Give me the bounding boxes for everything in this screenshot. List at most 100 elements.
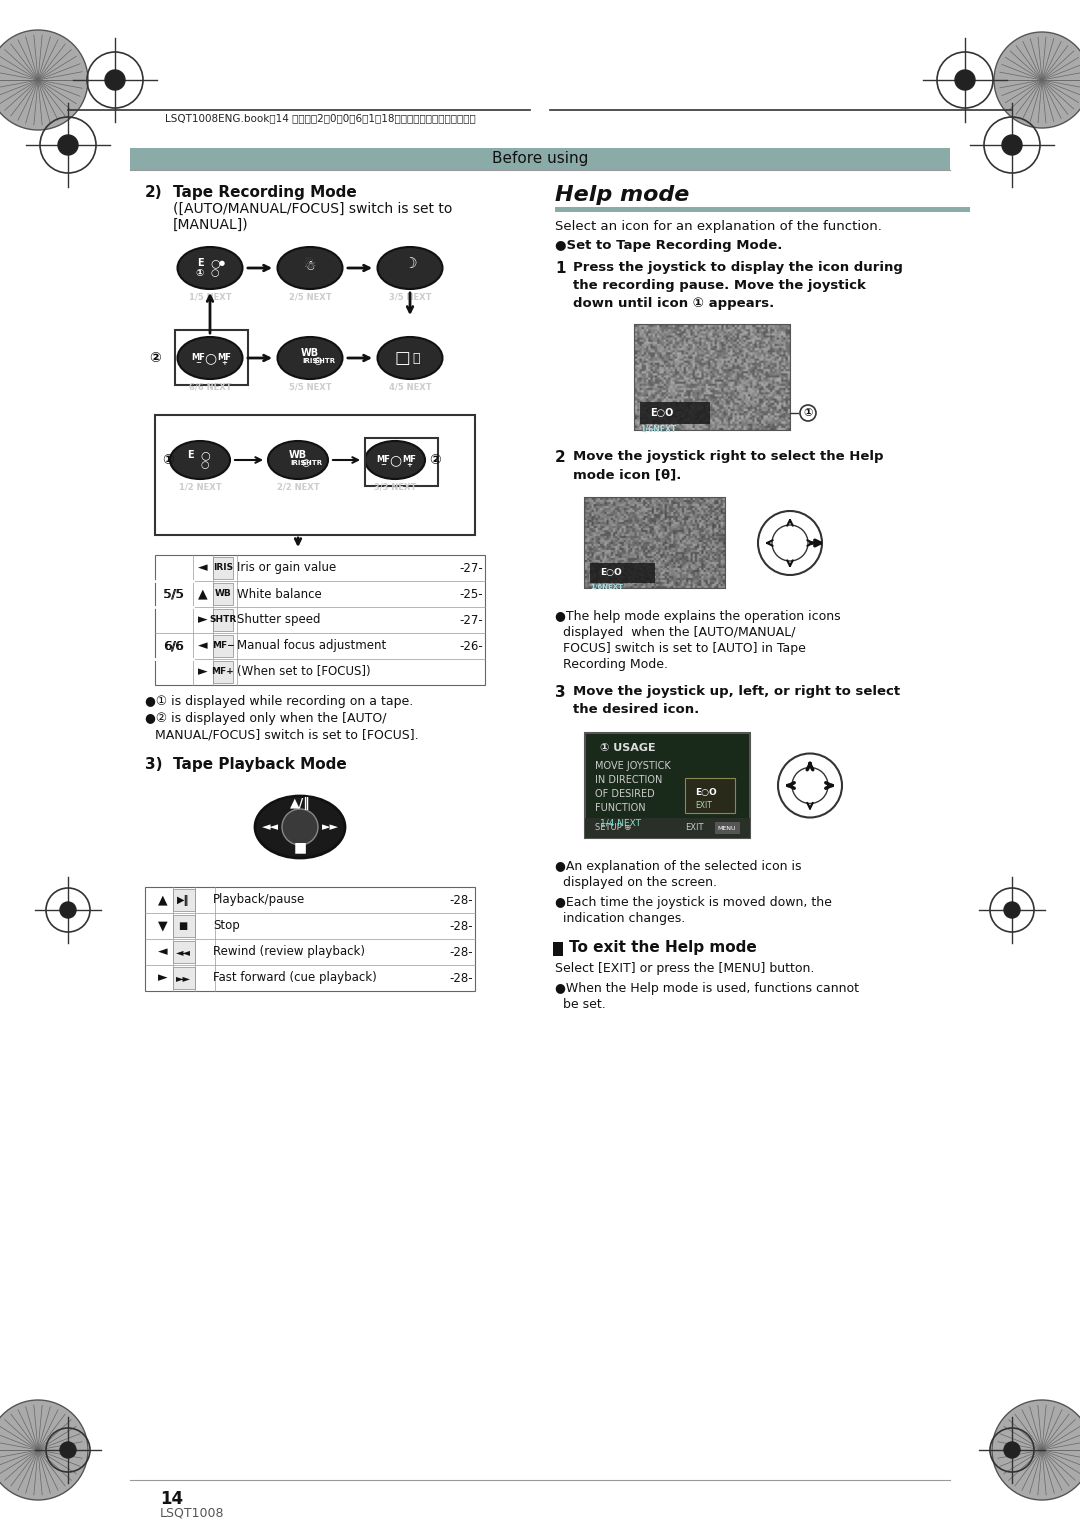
- Bar: [156, 415, 475, 536]
- Text: 2/2 NEXT: 2/2 NEXT: [276, 482, 320, 491]
- Text: ▲: ▲: [158, 894, 167, 906]
- Text: Tape Playback Mode: Tape Playback Mode: [173, 757, 347, 772]
- Bar: [173, 916, 195, 937]
- Text: ◄: ◄: [158, 946, 167, 958]
- Text: 3/3 NEXT: 3/3 NEXT: [374, 482, 416, 491]
- Bar: [130, 148, 950, 169]
- Bar: [213, 609, 233, 630]
- Circle shape: [778, 754, 842, 818]
- Text: ①: ①: [195, 269, 204, 278]
- Text: ○: ○: [314, 356, 322, 366]
- Text: displayed  when the [AUTO/MANUAL/: displayed when the [AUTO/MANUAL/: [563, 626, 796, 639]
- Ellipse shape: [378, 337, 443, 378]
- Text: −: −: [380, 462, 386, 468]
- Text: 2: 2: [555, 450, 566, 465]
- Text: the recording pause. Move the joystick: the recording pause. Move the joystick: [573, 279, 866, 291]
- Text: ○: ○: [211, 269, 219, 278]
- Text: ②: ②: [429, 453, 441, 467]
- Bar: [156, 555, 485, 685]
- Ellipse shape: [177, 337, 243, 378]
- Text: SETUP ⊕: SETUP ⊕: [595, 824, 632, 833]
- Circle shape: [0, 1399, 87, 1500]
- Text: ☽: ☽: [403, 256, 417, 272]
- Text: ●Set to Tape Recording Mode.: ●Set to Tape Recording Mode.: [555, 240, 782, 252]
- Text: ① USAGE: ① USAGE: [600, 743, 656, 752]
- Text: Move the joystick right to select the Help: Move the joystick right to select the He…: [573, 450, 883, 462]
- Text: Recording Mode.: Recording Mode.: [563, 658, 669, 671]
- Text: WB: WB: [289, 450, 307, 459]
- Text: IN DIRECTION: IN DIRECTION: [595, 775, 662, 784]
- Text: 5/5: 5/5: [164, 588, 184, 601]
- Text: ▲/‖: ▲/‖: [289, 797, 310, 809]
- Bar: [213, 583, 233, 604]
- Circle shape: [792, 768, 828, 804]
- Text: □: □: [394, 349, 410, 366]
- Text: ○: ○: [301, 458, 310, 468]
- Circle shape: [105, 70, 125, 90]
- Ellipse shape: [255, 797, 345, 858]
- Bar: [685, 778, 735, 813]
- Bar: [213, 635, 233, 658]
- Text: −: −: [195, 360, 201, 366]
- Text: MF+: MF+: [212, 667, 234, 676]
- Text: -28-: -28-: [449, 894, 473, 906]
- Text: ①: ①: [804, 407, 812, 418]
- Bar: [715, 823, 740, 835]
- Text: E○O: E○O: [696, 787, 717, 797]
- Text: indication changes.: indication changes.: [563, 913, 685, 925]
- Text: Press the joystick to display the icon during: Press the joystick to display the icon d…: [573, 261, 903, 275]
- Ellipse shape: [365, 441, 426, 479]
- Text: Move the joystick up, left, or right to select: Move the joystick up, left, or right to …: [573, 685, 900, 697]
- Text: 14: 14: [160, 1489, 184, 1508]
- Circle shape: [60, 902, 76, 919]
- Text: E○O: E○O: [650, 407, 673, 418]
- Text: IRIS: IRIS: [213, 563, 233, 572]
- Text: -25-: -25-: [459, 588, 483, 601]
- Circle shape: [1004, 1442, 1020, 1457]
- Text: ([AUTO/MANUAL/FOCUS] switch is set to: ([AUTO/MANUAL/FOCUS] switch is set to: [173, 201, 453, 217]
- Text: SHTR: SHTR: [301, 459, 323, 465]
- Circle shape: [772, 525, 808, 562]
- Bar: [213, 557, 233, 578]
- Text: MANUAL/FOCUS] switch is set to [FOCUS].: MANUAL/FOCUS] switch is set to [FOCUS].: [156, 728, 419, 742]
- Ellipse shape: [278, 337, 342, 378]
- Text: ►: ►: [199, 665, 207, 679]
- Bar: [585, 497, 725, 588]
- Text: 4/5 NEXT: 4/5 NEXT: [389, 382, 431, 391]
- Text: ►: ►: [199, 613, 207, 627]
- Bar: [173, 890, 195, 911]
- Text: ◄: ◄: [199, 562, 207, 574]
- Ellipse shape: [170, 441, 230, 479]
- Bar: [590, 563, 654, 583]
- Text: E○O: E○O: [600, 569, 622, 577]
- Text: -27-: -27-: [459, 613, 483, 627]
- Text: ☃: ☃: [303, 259, 316, 273]
- Text: ⦾: ⦾: [413, 351, 420, 365]
- Text: IRIS: IRIS: [302, 359, 318, 365]
- Text: Fast forward (cue playback): Fast forward (cue playback): [213, 972, 377, 984]
- Circle shape: [58, 134, 78, 156]
- Text: ▲: ▲: [199, 588, 207, 601]
- Text: MF: MF: [376, 455, 390, 464]
- Text: 2/5 NEXT: 2/5 NEXT: [288, 291, 332, 301]
- Text: displayed on the screen.: displayed on the screen.: [563, 876, 717, 890]
- Text: -28-: -28-: [449, 972, 473, 984]
- Text: 2): 2): [145, 185, 163, 200]
- Text: [MANUAL]): [MANUAL]): [173, 218, 248, 232]
- Text: 1/4 NEXT: 1/4 NEXT: [600, 818, 642, 827]
- Text: 1: 1: [555, 261, 566, 276]
- Text: ●: ●: [219, 259, 225, 266]
- Text: ①: ①: [162, 453, 174, 467]
- Bar: [585, 732, 750, 838]
- Text: FUNCTION: FUNCTION: [595, 803, 646, 813]
- Bar: [555, 208, 970, 212]
- Text: 1/2 NEXT: 1/2 NEXT: [178, 482, 221, 491]
- Text: FOCUS] switch is set to [AUTO] in Tape: FOCUS] switch is set to [AUTO] in Tape: [563, 642, 806, 655]
- Text: (When set to [FOCUS]): (When set to [FOCUS]): [237, 665, 370, 679]
- Bar: [585, 818, 750, 838]
- Text: -26-: -26-: [459, 639, 483, 653]
- Text: the desired icon.: the desired icon.: [573, 703, 699, 716]
- Text: -28-: -28-: [449, 920, 473, 932]
- Text: ●① is displayed while recording on a tape.: ●① is displayed while recording on a tap…: [145, 694, 414, 708]
- Text: ►: ►: [158, 972, 167, 984]
